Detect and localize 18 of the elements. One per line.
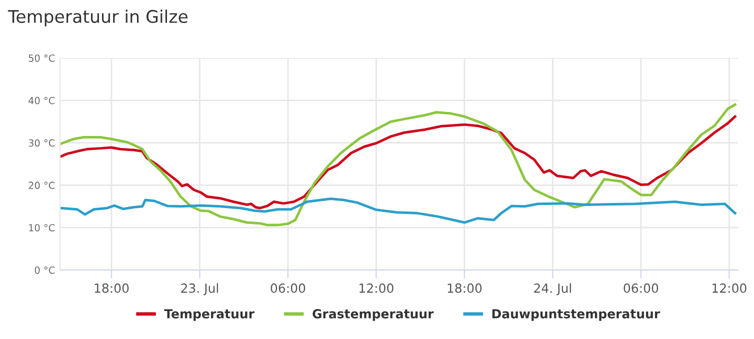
- y-tick-label: 20 °C: [28, 182, 55, 190]
- x-tick-label: 18:00: [94, 283, 129, 293]
- y-tick-label: 0 °C: [34, 266, 55, 274]
- y-tick-label: 30 °C: [28, 139, 55, 147]
- x-tick-label: 06:00: [624, 283, 658, 293]
- x-tick-label: 18:00: [448, 283, 482, 293]
- x-tick-label: 06:00: [270, 283, 306, 293]
- legend-label: Grastemperatuur: [312, 309, 434, 321]
- chart-title: Temperatuur in Gilze: [8, 10, 188, 26]
- legend-label: Dauwpuntstemperatuur: [492, 309, 660, 321]
- x-tick-label: 12:00: [712, 283, 746, 293]
- y-tick-label: 40 °C: [28, 96, 55, 104]
- x-tick-label: 23. Jul: [181, 283, 218, 296]
- y-tick-label: 50 °C: [28, 54, 55, 62]
- y-tick-label: 10 °C: [29, 224, 55, 232]
- legend-label: Temperatuur: [164, 309, 254, 321]
- x-tick-label: 24. Jul: [534, 283, 571, 296]
- x-tick-label: 12:00: [360, 283, 394, 293]
